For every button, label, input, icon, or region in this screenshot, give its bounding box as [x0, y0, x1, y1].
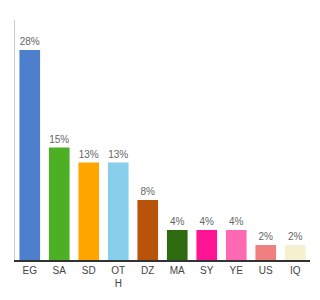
svg-text:28%: 28%	[20, 36, 40, 47]
svg-text:OTH: OTH	[111, 265, 125, 289]
svg-text:MA: MA	[170, 265, 185, 276]
svg-text:DZ: DZ	[141, 265, 154, 276]
svg-text:13%: 13%	[79, 149, 99, 160]
svg-text:13%: 13%	[108, 149, 128, 160]
svg-text:IQ: IQ	[290, 265, 301, 276]
svg-text:SY: SY	[200, 265, 214, 276]
svg-text:SD: SD	[82, 265, 96, 276]
svg-text:4%: 4%	[170, 216, 185, 227]
svg-text:15%: 15%	[49, 134, 69, 145]
svg-text:US: US	[259, 265, 273, 276]
svg-text:SA: SA	[53, 265, 67, 276]
svg-text:4%: 4%	[229, 216, 244, 227]
svg-text:2%: 2%	[258, 231, 273, 242]
svg-text:4%: 4%	[199, 216, 214, 227]
svg-text:2%: 2%	[288, 231, 303, 242]
svg-text:8%: 8%	[140, 186, 155, 197]
svg-text:YE: YE	[230, 265, 244, 276]
svg-text:EG: EG	[23, 265, 38, 276]
